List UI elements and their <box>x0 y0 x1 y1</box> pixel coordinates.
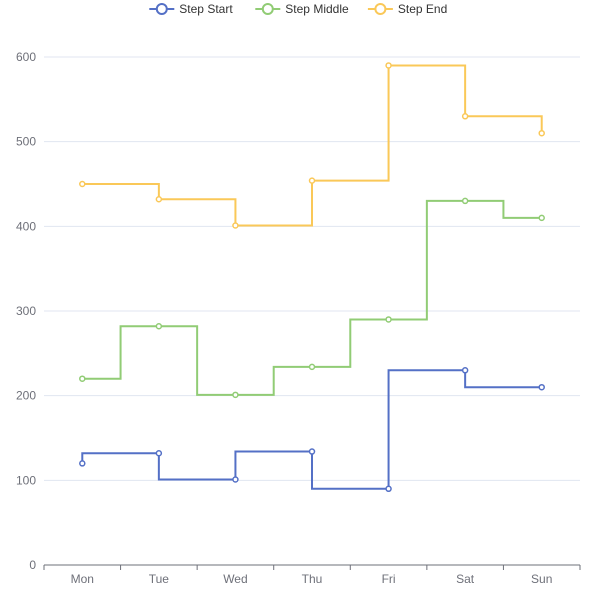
data-point <box>385 485 392 493</box>
legend-label: Step Start <box>179 2 233 16</box>
x-tick-label: Tue <box>149 572 170 586</box>
series-layer <box>79 62 545 493</box>
y-tick-label: 400 <box>16 219 36 233</box>
data-point <box>79 375 86 382</box>
legend-item: Step Start <box>149 2 233 16</box>
data-point <box>232 391 239 399</box>
data-point <box>232 222 239 229</box>
legend-marker-icon <box>374 3 387 15</box>
x-tick-label: Mon <box>71 572 94 586</box>
legend: Step Start Step Middle Step End <box>149 2 447 16</box>
data-point <box>385 62 392 69</box>
axes: 0 100 200 300 400 500 600 Mon Tue Wed Thu Fri Sat Sun <box>16 50 581 586</box>
data-point <box>308 363 316 371</box>
x-tick-label: Fri <box>382 572 396 586</box>
legend-marker-icon <box>155 3 168 15</box>
legend-label: Step End <box>398 2 447 16</box>
y-tick-label: 300 <box>16 304 36 318</box>
series-step-end <box>79 62 545 229</box>
series-step-start <box>79 367 545 493</box>
data-point <box>232 476 239 483</box>
x-tick-label: Sun <box>531 572 552 586</box>
y-tick-label: 0 <box>29 558 36 572</box>
grid-lines <box>44 56 580 481</box>
data-point <box>79 180 86 188</box>
x-tick-label: Sat <box>456 572 475 586</box>
data-point <box>155 449 163 457</box>
data-point <box>308 177 316 184</box>
data-point <box>538 129 545 137</box>
data-point <box>461 367 469 374</box>
data-point <box>385 316 392 323</box>
x-tick-label: Wed <box>223 572 247 586</box>
series-line <box>81 369 542 490</box>
y-tick-label: 500 <box>16 135 36 149</box>
y-tick-label: 600 <box>16 50 36 64</box>
y-tick-label: 100 <box>16 473 36 487</box>
data-point <box>308 448 316 455</box>
data-point <box>461 113 469 120</box>
series-step-middle <box>79 197 545 399</box>
legend-label: Step Middle <box>285 2 349 16</box>
data-point <box>538 214 545 222</box>
data-point <box>79 460 86 467</box>
data-point <box>155 195 163 203</box>
data-point <box>155 322 163 330</box>
data-point <box>538 383 545 391</box>
legend-item: Step Middle <box>255 2 349 16</box>
x-tick-label: Thu <box>302 572 323 586</box>
legend-item: Step End <box>367 2 447 16</box>
data-point <box>461 197 469 205</box>
legend-marker-icon <box>261 3 274 15</box>
y-tick-label: 200 <box>16 389 36 403</box>
